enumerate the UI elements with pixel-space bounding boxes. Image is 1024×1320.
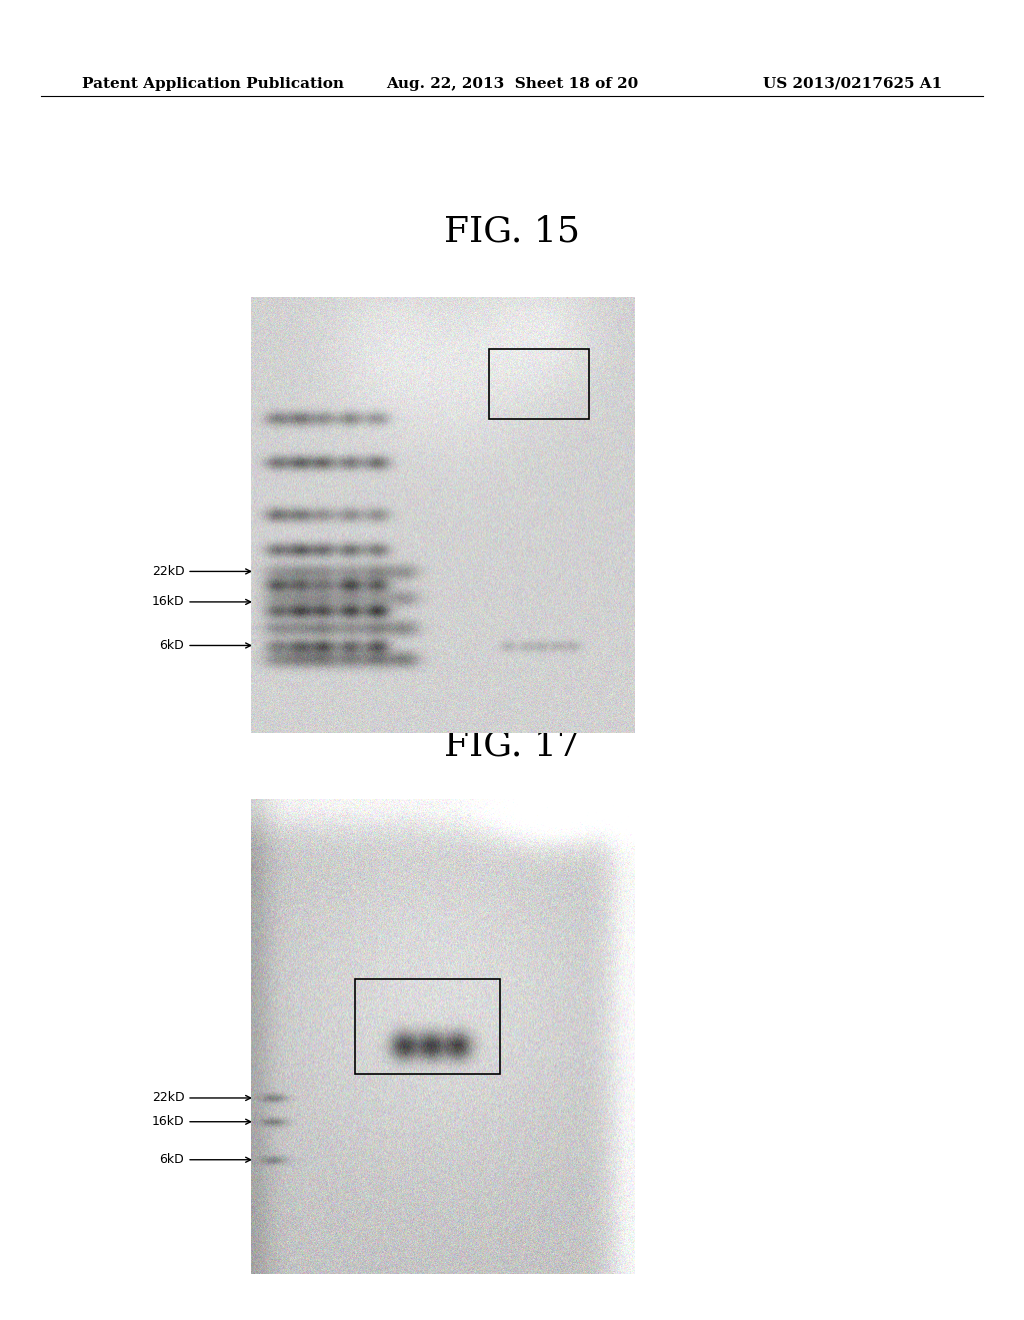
Text: 16kD: 16kD bbox=[152, 595, 251, 609]
Text: US 2013/0217625 A1: US 2013/0217625 A1 bbox=[763, 77, 942, 91]
Text: Patent Application Publication: Patent Application Publication bbox=[82, 77, 344, 91]
Bar bbox=[489, 350, 589, 418]
Text: 6kD: 6kD bbox=[160, 639, 251, 652]
Text: 16kD: 16kD bbox=[152, 1115, 251, 1129]
Text: Aug. 22, 2013  Sheet 18 of 20: Aug. 22, 2013 Sheet 18 of 20 bbox=[386, 77, 638, 91]
Text: 6kD: 6kD bbox=[160, 1154, 251, 1167]
Bar bbox=[354, 979, 501, 1074]
Text: FIG. 15: FIG. 15 bbox=[444, 214, 580, 248]
Text: FIG. 17: FIG. 17 bbox=[444, 729, 580, 763]
Text: 22kD: 22kD bbox=[152, 1092, 251, 1105]
Text: 22kD: 22kD bbox=[152, 565, 251, 578]
